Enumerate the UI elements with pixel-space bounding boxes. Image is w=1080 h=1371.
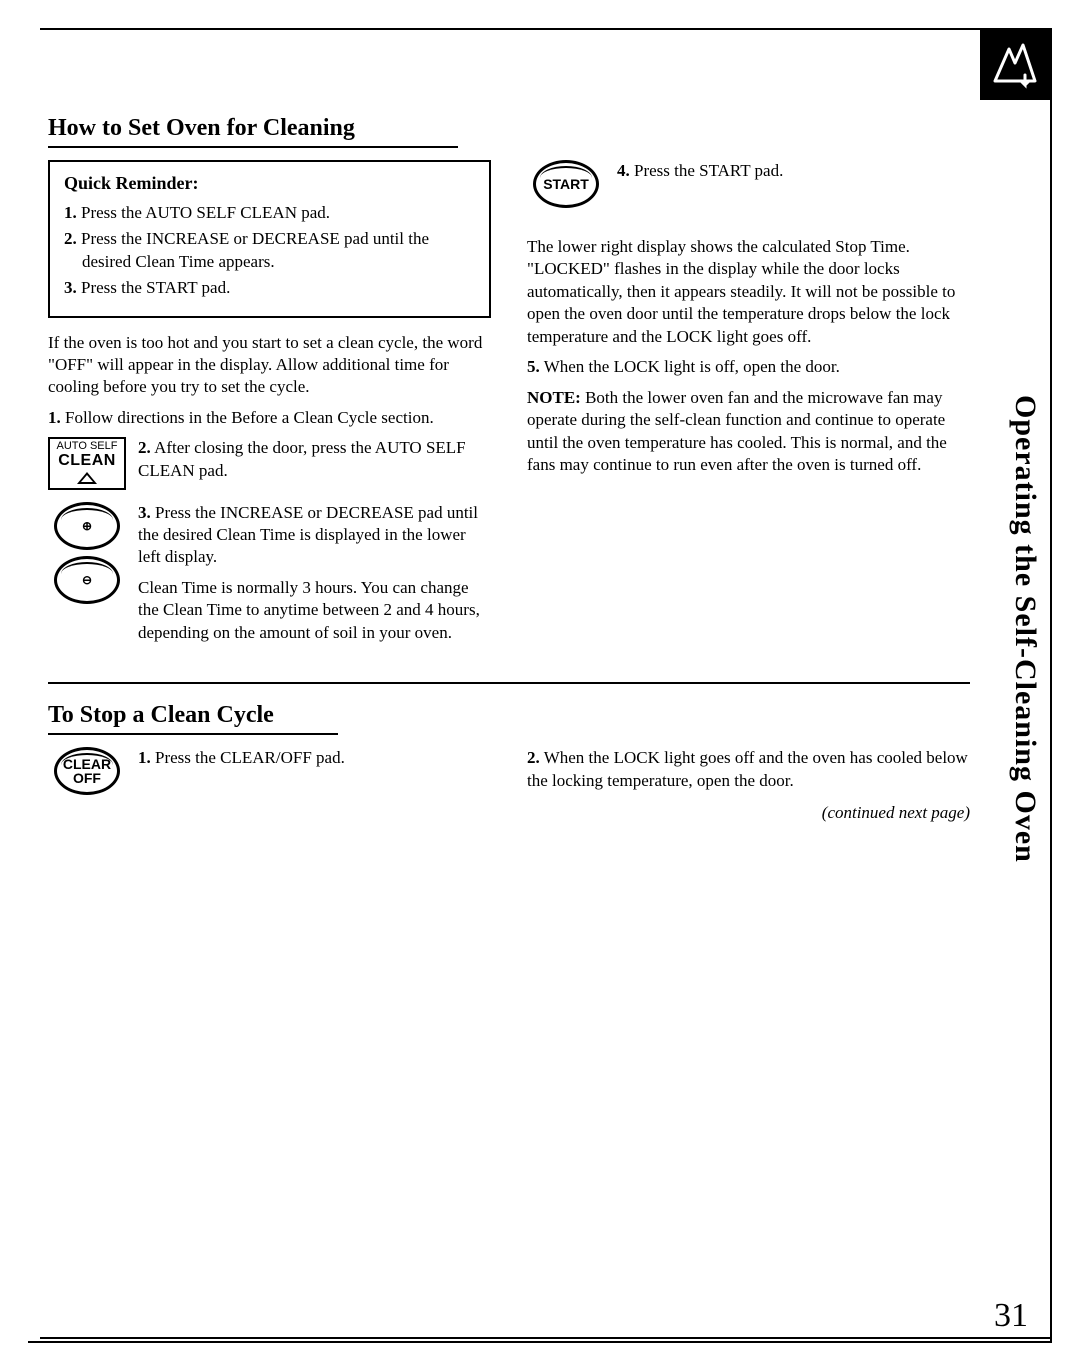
continued-note: (continued next page) <box>527 802 970 824</box>
note-paragraph: NOTE: Both the lower oven fan and the mi… <box>527 387 970 477</box>
triangle-icon <box>77 472 97 484</box>
step-3-row: ⊕ ⊖ 3. Press the INCREASE or DECREASE pa… <box>48 502 491 653</box>
step-5: 5. When the LOCK light is off, open the … <box>527 356 970 378</box>
step-4-row: START 4. Press the START pad. <box>527 160 970 208</box>
list-item: 1. Press the AUTO SELF CLEAN pad. <box>64 202 475 224</box>
stop-step-1-text: 1. Press the CLEAR/OFF pad. <box>138 747 491 769</box>
stop-step-1-row: CLEAR OFF 1. Press the CLEAR/OFF pad. <box>48 747 491 795</box>
heading-stop-cycle: To Stop a Clean Cycle <box>48 702 338 735</box>
section2-left-col: CLEAR OFF 1. Press the CLEAR/OFF pad. <box>48 747 491 832</box>
section1-left-col: Quick Reminder: 1. Press the AUTO SELF C… <box>48 160 491 664</box>
stop-section: To Stop a Clean Cycle CLEAR OFF 1. <box>48 702 970 832</box>
manual-section-icon <box>980 30 1050 100</box>
increase-decrease-icons: ⊕ ⊖ <box>48 502 126 604</box>
heading-set-oven: How to Set Oven for Cleaning <box>48 115 458 148</box>
bottom-rule <box>40 1337 1050 1339</box>
clear-off-pad-icon: CLEAR OFF <box>54 747 120 795</box>
section2-right-col: 2. When the LOCK light goes off and the … <box>527 747 970 832</box>
quick-reminder-box: Quick Reminder: 1. Press the AUTO SELF C… <box>48 160 491 318</box>
side-section-title: Operating the Self-Cleaning Oven <box>1008 395 1042 863</box>
locked-paragraph: The lower right display shows the calcul… <box>527 236 970 348</box>
auto-self-clean-pad-icon: AUTO SELF CLEAN <box>48 437 126 489</box>
step-2-text: 2. After closing the door, press the AUT… <box>138 437 491 482</box>
auto-self-clean-pad: AUTO SELF CLEAN <box>48 437 126 489</box>
step-2-row: AUTO SELF CLEAN 2. After closing the doo… <box>48 437 491 489</box>
page-content: How to Set Oven for Cleaning Quick Remin… <box>48 115 970 1291</box>
page-number: 31 <box>994 1297 1028 1335</box>
section2-columns: CLEAR OFF 1. Press the CLEAR/OFF pad. 2.… <box>48 747 970 832</box>
clear-off-pad-slot: CLEAR OFF <box>48 747 126 795</box>
step-1: 1. Follow directions in the Before a Cle… <box>48 407 491 429</box>
section-divider <box>48 682 970 684</box>
section1-columns: Quick Reminder: 1. Press the AUTO SELF C… <box>48 160 970 664</box>
start-pad-slot: START <box>527 160 605 208</box>
step-4-text: 4. Press the START pad. <box>617 160 970 182</box>
quick-reminder-list: 1. Press the AUTO SELF CLEAN pad. 2. Pre… <box>64 202 475 300</box>
increase-pad-icon: ⊕ <box>54 502 120 550</box>
list-item: 3. Press the START pad. <box>64 277 475 299</box>
stop-step-2: 2. When the LOCK light goes off and the … <box>527 747 970 792</box>
decrease-pad-icon: ⊖ <box>54 556 120 604</box>
step-3-text: 3. Press the INCREASE or DECREASE pad un… <box>138 502 491 653</box>
section1-right-col: START 4. Press the START pad. The lower … <box>527 160 970 664</box>
start-pad-icon: START <box>533 160 599 208</box>
list-item: 2. Press the INCREASE or DECREASE pad un… <box>64 228 475 273</box>
quick-reminder-title: Quick Reminder: <box>64 172 475 196</box>
intro-paragraph: If the oven is too hot and you start to … <box>48 332 491 399</box>
